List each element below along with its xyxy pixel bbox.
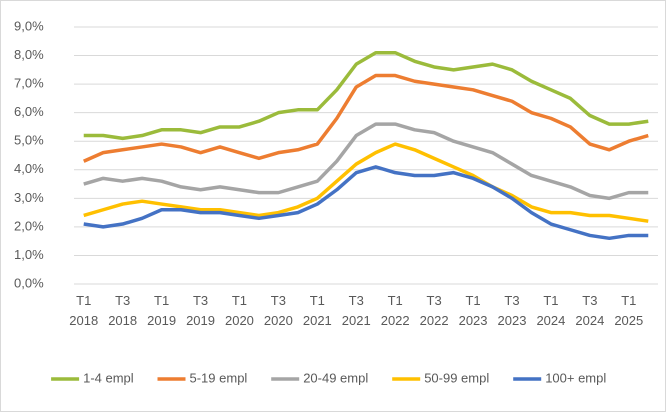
x-tick-label: T3 2020 (263, 293, 293, 328)
legend-label: 5-19 empl (190, 370, 248, 385)
legend-label: 100+ empl (545, 370, 606, 385)
y-tick-label: 4,0% (14, 161, 44, 176)
x-tick-label: T1 2023 (458, 293, 488, 328)
series-line (83, 142, 649, 223)
y-tick-label: 9,0% (14, 18, 44, 33)
y-tick-label: 1,0% (14, 247, 44, 262)
series-line (83, 73, 649, 163)
y-tick-label: 7,0% (14, 76, 44, 91)
x-tick-label: T1 2018 (69, 293, 99, 328)
series-line (83, 50, 649, 141)
x-tick-label: T3 2018 (108, 293, 138, 328)
series-line (83, 122, 649, 201)
y-tick-label: 0,0% (14, 275, 44, 290)
x-tick-label: T3 2022 (419, 293, 449, 328)
x-tick-label: T1 2019 (147, 293, 177, 328)
x-tick-label: T1 2020 (224, 293, 254, 328)
legend-label: 1-4 empl (83, 370, 134, 385)
x-tick-label: T1 2021 (302, 293, 332, 328)
legend-label: 20-49 empl (303, 370, 368, 385)
x-tick-label: T1 2025 (614, 293, 644, 328)
x-tick-label: T3 2021 (341, 293, 371, 328)
x-tick-label: T3 2019 (186, 293, 215, 328)
y-tick-label: 6,0% (14, 104, 44, 119)
legend-label: 50-99 empl (424, 370, 489, 385)
y-tick-label: 5,0% (14, 133, 44, 148)
x-tick-label: T1 2024 (536, 293, 566, 328)
x-tick-label: T3 2024 (575, 293, 605, 328)
series-line (83, 165, 649, 241)
x-tick-label: T3 2023 (497, 293, 527, 328)
y-tick-label: 2,0% (14, 218, 44, 233)
y-tick-label: 3,0% (14, 190, 44, 205)
x-tick-label: T1 2022 (380, 293, 410, 328)
y-tick-label: 8,0% (14, 47, 44, 62)
